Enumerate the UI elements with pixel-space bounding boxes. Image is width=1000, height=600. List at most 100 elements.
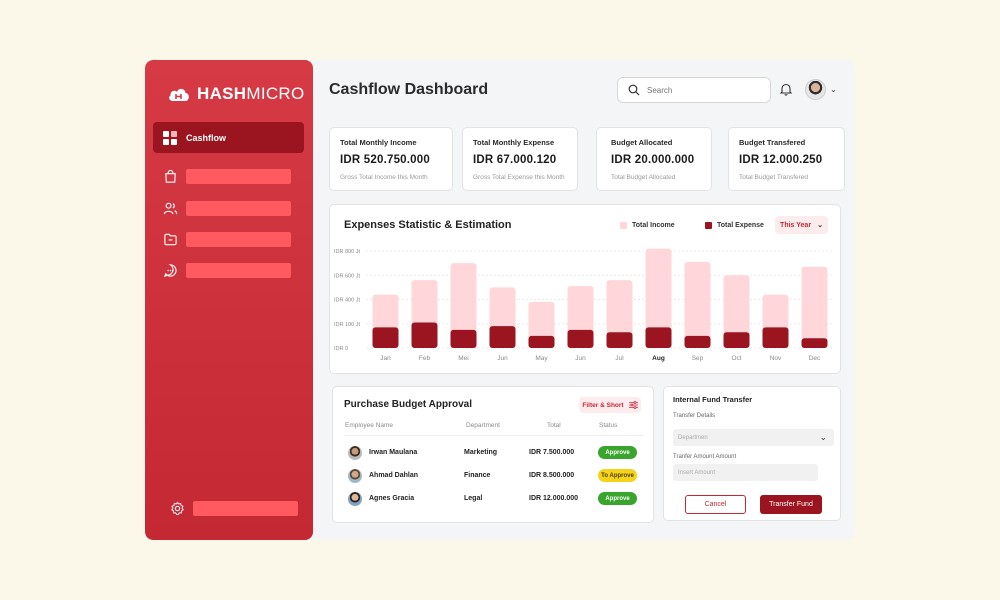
expense-bar[interactable] — [411, 322, 438, 348]
income-bar[interactable] — [450, 263, 477, 348]
column-header: Department — [466, 422, 500, 429]
amount-label: Tranfer Amount Amount — [673, 454, 737, 460]
stat-card-budget-transfered: Budget Transfered IDR 12.000.250 Total B… — [728, 127, 845, 191]
employee-name: Ahmad Dahlan — [369, 472, 419, 479]
x-tick-label: Jul — [615, 355, 624, 362]
x-tick-label: Mei — [458, 355, 468, 362]
total: IDR 8.500.000 — [529, 472, 575, 479]
y-tick-label: IDR 600 Jt — [334, 273, 360, 279]
stat-value: IDR 20.000.000 — [611, 154, 695, 166]
x-tick-label: Aug — [652, 355, 665, 362]
stat-subtitle: Total Budget Allocated — [611, 174, 676, 181]
expense-bar[interactable] — [762, 327, 789, 348]
bell-icon[interactable] — [779, 82, 793, 96]
income-bar[interactable] — [801, 266, 828, 348]
chart-title: Expenses Statistic & Estimation — [344, 219, 512, 231]
column-header: Employee Name — [345, 422, 394, 429]
expense-bar[interactable] — [567, 329, 594, 348]
expense-bar[interactable] — [528, 335, 555, 348]
x-tick-label: Jun — [575, 355, 586, 362]
sidebar-item-users[interactable] — [163, 200, 293, 216]
amount-field[interactable]: Insert Amount — [673, 464, 818, 481]
stat-title: Budget Transfered — [739, 138, 806, 147]
department: Marketing — [464, 449, 498, 456]
expense-bar[interactable] — [801, 338, 828, 348]
sidebar-settings[interactable] — [170, 501, 298, 516]
y-tick-label: IDR 0 — [334, 346, 348, 352]
income-bar[interactable] — [723, 275, 750, 348]
x-tick-label: Jun — [497, 355, 508, 362]
transfer-fund-button[interactable]: Transfer Fund — [760, 495, 822, 514]
legend-swatch-income — [620, 222, 627, 229]
total: IDR 7.500.000 — [529, 449, 575, 456]
expense-bar[interactable] — [723, 332, 750, 348]
brand-logo[interactable]: HASHMICRO — [167, 84, 305, 104]
sidebar-item-messages[interactable] — [163, 262, 293, 278]
expense-bar[interactable] — [489, 326, 516, 348]
employee-name: Irwan Maulana — [369, 449, 418, 456]
stat-card-income: Total Monthly Income IDR 520.750.000 Gro… — [329, 127, 453, 191]
department: Legal — [464, 495, 483, 502]
income-bar[interactable] — [606, 280, 633, 348]
x-tick-label: Jan — [380, 355, 391, 362]
shopping-bag-icon — [165, 169, 176, 183]
user-menu[interactable]: ⌄ — [805, 79, 837, 100]
gear-icon — [171, 501, 184, 515]
chevron-down-icon: ⌄ — [817, 222, 823, 229]
expense-bar[interactable] — [606, 332, 633, 348]
sidebar-item-placeholder — [186, 262, 291, 278]
sidebar-item-placeholder — [186, 200, 291, 216]
expense-bar[interactable] — [450, 329, 477, 348]
stat-title: Budget Allocated — [611, 138, 673, 147]
expense-bar[interactable] — [684, 335, 711, 348]
sidebar: HASHMICRO Cashflow — [145, 60, 313, 540]
sidebar-item-placeholder — [186, 168, 291, 184]
legend-swatch-expense — [705, 222, 712, 229]
table-row[interactable]: Irwan Maulana Marketing IDR 7.500.000 Ap… — [344, 444, 644, 462]
period-label: This Year — [780, 221, 812, 229]
app-window: HASHMICRO Cashflow Cashflow Dashboard — [145, 60, 855, 540]
period-dropdown[interactable]: This Year ⌄ — [775, 216, 828, 234]
table-row[interactable]: Agnes Gracia Legal IDR 12.000.000 Approv… — [344, 490, 644, 508]
x-tick-label: Sep — [692, 355, 704, 362]
sidebar-item-cashflow[interactable]: Cashflow — [153, 122, 304, 153]
filter-sort-button[interactable]: Filter & Short — [579, 397, 641, 413]
x-tick-label: Nov — [770, 355, 782, 362]
avatar — [348, 469, 362, 483]
stat-card-budget-allocated: Budget Allocated IDR 20.000.000 Total Bu… — [596, 127, 712, 191]
card-title: Internal Fund Transfer — [673, 395, 753, 404]
chat-icon — [163, 263, 177, 277]
status-badge[interactable]: Approve — [598, 492, 637, 505]
sidebar-item-files[interactable] — [163, 231, 293, 247]
stat-subtitle: Gross Total Income this Month — [340, 174, 428, 181]
stat-subtitle: Gross Total Expense this Month — [473, 174, 565, 181]
department: Finance — [464, 472, 491, 479]
income-bar[interactable] — [645, 248, 672, 348]
brand-name-bold: HASH — [197, 84, 247, 103]
search-box[interactable] — [617, 77, 771, 103]
sidebar-item-label: Cashflow — [186, 132, 227, 143]
department-placeholder: Departmen — [678, 434, 708, 441]
expenses-bar-chart: IDR 800 Jt IDR 600 Jt IDR 400 Jt IDR 100 Jt… — [334, 248, 834, 362]
grid-icon — [163, 130, 177, 145]
cancel-button[interactable]: Cancel — [685, 495, 746, 514]
expense-bar[interactable] — [645, 327, 672, 348]
card-title: Purchase Budget Approval — [344, 399, 472, 410]
expenses-chart-card: Expenses Statistic & Estimation Total In… — [329, 204, 841, 374]
x-tick-label: Feb — [419, 355, 431, 362]
legend-label: Total Expense — [717, 222, 764, 229]
table-row[interactable]: Ahmad Dahlan Finance IDR 8.500.000 To Ap… — [344, 467, 644, 485]
x-tick-label: Dec — [809, 355, 821, 362]
expense-bar[interactable] — [372, 327, 399, 348]
status-badge[interactable]: To Approve — [598, 469, 637, 482]
legend-label: Total Income — [632, 222, 675, 229]
income-bar[interactable] — [684, 261, 711, 348]
stat-subtitle: Total Budget Transfered — [739, 174, 809, 181]
department-select[interactable]: Departmen ⌄ — [673, 429, 834, 446]
status-badge[interactable]: Approve — [598, 446, 637, 459]
search-input[interactable] — [647, 85, 757, 95]
cloud-logo-icon — [169, 88, 189, 101]
filter-label: Filter & Short — [582, 401, 624, 409]
total: IDR 12.000.000 — [529, 495, 579, 502]
sidebar-item-purchase[interactable] — [163, 168, 293, 184]
